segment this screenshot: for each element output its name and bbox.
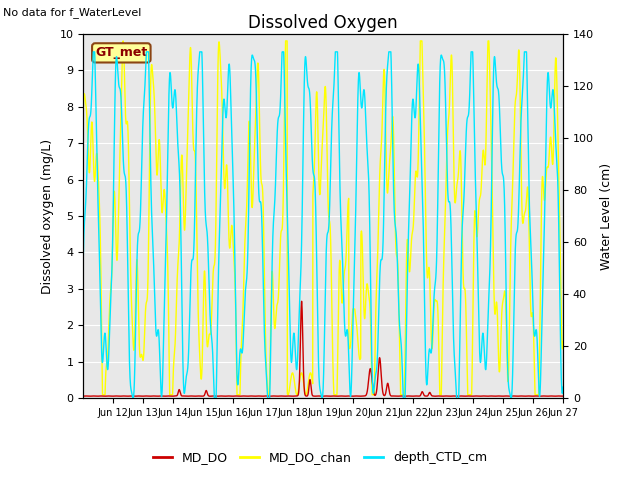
Y-axis label: Dissolved oxygen (mg/L): Dissolved oxygen (mg/L) bbox=[41, 138, 54, 294]
Legend: MD_DO, MD_DO_chan, depth_CTD_cm: MD_DO, MD_DO_chan, depth_CTD_cm bbox=[148, 446, 492, 469]
Text: GT_met: GT_met bbox=[95, 47, 147, 60]
Y-axis label: Water Level (cm): Water Level (cm) bbox=[600, 162, 612, 270]
Text: No data for f_WaterLevel: No data for f_WaterLevel bbox=[3, 7, 141, 18]
Title: Dissolved Oxygen: Dissolved Oxygen bbox=[248, 14, 398, 32]
